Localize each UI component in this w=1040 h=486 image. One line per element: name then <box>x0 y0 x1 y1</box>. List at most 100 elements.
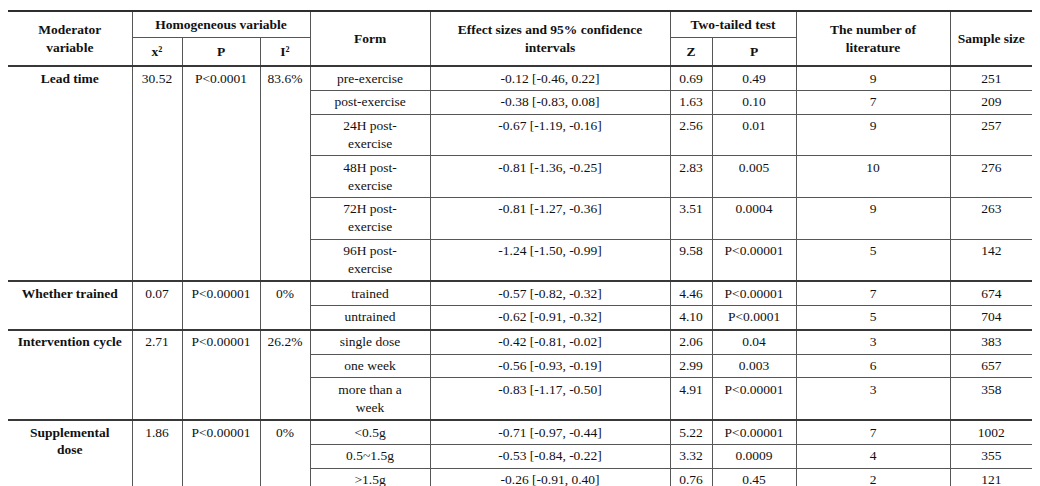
p-value-cell: P<0.00001 <box>712 239 796 281</box>
z-value-cell: 1.63 <box>670 90 712 114</box>
literature-count-cell: 9 <box>796 197 950 239</box>
col-header-chi-squared: x² <box>132 38 182 67</box>
effect-size-cell: -0.12 [-0.46, 0.22] <box>430 66 670 90</box>
literature-count-cell: 2 <box>796 468 950 486</box>
moderator-analysis-table: Moderator variable Homogeneous variable … <box>8 10 1032 486</box>
p-value-cell: 0.0009 <box>712 444 796 468</box>
p-value-cell: 0.003 <box>712 354 796 378</box>
form-cell: untrained <box>310 305 430 329</box>
homogeneity-p-cell: P<0.0001 <box>182 66 260 281</box>
p-value-cell: 0.49 <box>712 66 796 90</box>
moderator-cell: Lead time <box>8 66 132 281</box>
sample-size-cell: 142 <box>950 239 1032 281</box>
col-header-z: Z <box>670 38 712 67</box>
col-header-test-p: P <box>712 38 796 67</box>
effect-size-cell: -0.42 [-0.81, -0.02] <box>430 330 670 354</box>
chi-squared-cell: 1.86 <box>132 420 182 486</box>
literature-count-cell: 9 <box>796 114 950 156</box>
z-value-cell: 0.69 <box>670 66 712 90</box>
table-row: Intervention cycle2.71P<0.0000126.2%sing… <box>8 330 1032 354</box>
form-cell: >1.5g <box>310 468 430 486</box>
p-value-cell: 0.01 <box>712 114 796 156</box>
z-value-cell: 4.91 <box>670 378 712 420</box>
p-value-cell: 0.45 <box>712 468 796 486</box>
form-cell: trained <box>310 281 430 305</box>
z-value-cell: 5.22 <box>670 420 712 444</box>
effect-size-cell: -0.71 [-0.97, -0.44] <box>430 420 670 444</box>
effect-size-cell: -0.26 [-0.91, 0.40] <box>430 468 670 486</box>
moderator-cell: Supplemental dose <box>8 420 132 486</box>
literature-count-cell: 3 <box>796 330 950 354</box>
homogeneity-p-cell: P<0.00001 <box>182 330 260 420</box>
col-header-homogeneous-variable: Homogeneous variable <box>132 11 310 38</box>
table-header: Moderator variable Homogeneous variable … <box>8 11 1032 66</box>
p-value-cell: 0.0004 <box>712 197 796 239</box>
sample-size-cell: 358 <box>950 378 1032 420</box>
z-value-cell: 2.83 <box>670 156 712 198</box>
sample-size-cell: 121 <box>950 468 1032 486</box>
p-value-cell: P<0.00001 <box>712 378 796 420</box>
header-row-1: Moderator variable Homogeneous variable … <box>8 11 1032 38</box>
literature-count-cell: 4 <box>796 444 950 468</box>
sample-size-cell: 674 <box>950 281 1032 305</box>
literature-count-cell: 6 <box>796 354 950 378</box>
sample-size-cell: 209 <box>950 90 1032 114</box>
chi-squared-cell: 30.52 <box>132 66 182 281</box>
sample-size-cell: 257 <box>950 114 1032 156</box>
i-squared-cell: 26.2% <box>260 330 310 420</box>
form-cell: post-exercise <box>310 90 430 114</box>
z-value-cell: 9.58 <box>670 239 712 281</box>
sample-size-cell: 1002 <box>950 420 1032 444</box>
col-header-i-squared: I² <box>260 38 310 67</box>
col-header-number-of-literature: The number of literature <box>796 11 950 66</box>
moderator-cell: Intervention cycle <box>8 330 132 420</box>
sample-size-cell: 251 <box>950 66 1032 90</box>
page: Moderator variable Homogeneous variable … <box>0 0 1040 486</box>
i-squared-cell: 0% <box>260 281 310 330</box>
z-value-cell: 3.32 <box>670 444 712 468</box>
z-value-cell: 4.46 <box>670 281 712 305</box>
form-cell: single dose <box>310 330 430 354</box>
effect-size-cell: -0.81 [-1.27, -0.36] <box>430 197 670 239</box>
form-cell: 24H post- exercise <box>310 114 430 156</box>
literature-count-cell: 3 <box>796 378 950 420</box>
table-row: Whether trained0.07P<0.000010%trained-0.… <box>8 281 1032 305</box>
form-cell: <0.5g <box>310 420 430 444</box>
sample-size-cell: 383 <box>950 330 1032 354</box>
literature-count-cell: 10 <box>796 156 950 198</box>
effect-size-cell: -0.56 [-0.93, -0.19] <box>430 354 670 378</box>
effect-size-cell: -0.62 [-0.91, -0.32] <box>430 305 670 329</box>
z-value-cell: 2.99 <box>670 354 712 378</box>
col-header-moderator-variable: Moderator variable <box>8 11 132 66</box>
homogeneity-p-cell: P<0.00001 <box>182 281 260 330</box>
i-squared-cell: 83.6% <box>260 66 310 281</box>
homogeneity-p-cell: P<0.00001 <box>182 420 260 486</box>
table-body: Lead time30.52P<0.000183.6%pre-exercise-… <box>8 66 1032 486</box>
p-value-cell: P<0.0001 <box>712 305 796 329</box>
sample-size-cell: 263 <box>950 197 1032 239</box>
sample-size-cell: 704 <box>950 305 1032 329</box>
col-header-two-tailed-test: Two-tailed test <box>670 11 796 38</box>
sample-size-cell: 276 <box>950 156 1032 198</box>
literature-count-cell: 7 <box>796 281 950 305</box>
form-cell: 0.5~1.5g <box>310 444 430 468</box>
z-value-cell: 3.51 <box>670 197 712 239</box>
effect-size-cell: -0.83 [-1.17, -0.50] <box>430 378 670 420</box>
form-cell: 72H post- exercise <box>310 197 430 239</box>
p-value-cell: P<0.00001 <box>712 281 796 305</box>
col-header-effect-sizes: Effect sizes and 95% confidence interval… <box>430 11 670 66</box>
p-value-cell: 0.04 <box>712 330 796 354</box>
effect-size-cell: -0.81 [-1.36, -0.25] <box>430 156 670 198</box>
form-cell: one week <box>310 354 430 378</box>
form-cell: 96H post- exercise <box>310 239 430 281</box>
effect-size-cell: -0.57 [-0.82, -0.32] <box>430 281 670 305</box>
effect-size-cell: -0.53 [-0.84, -0.22] <box>430 444 670 468</box>
sample-size-cell: 657 <box>950 354 1032 378</box>
literature-count-cell: 5 <box>796 239 950 281</box>
col-header-form: Form <box>310 11 430 66</box>
z-value-cell: 4.10 <box>670 305 712 329</box>
literature-count-cell: 7 <box>796 420 950 444</box>
effect-size-cell: -0.67 [-1.19, -0.16] <box>430 114 670 156</box>
table-row: Lead time30.52P<0.000183.6%pre-exercise-… <box>8 66 1032 90</box>
sample-size-cell: 355 <box>950 444 1032 468</box>
